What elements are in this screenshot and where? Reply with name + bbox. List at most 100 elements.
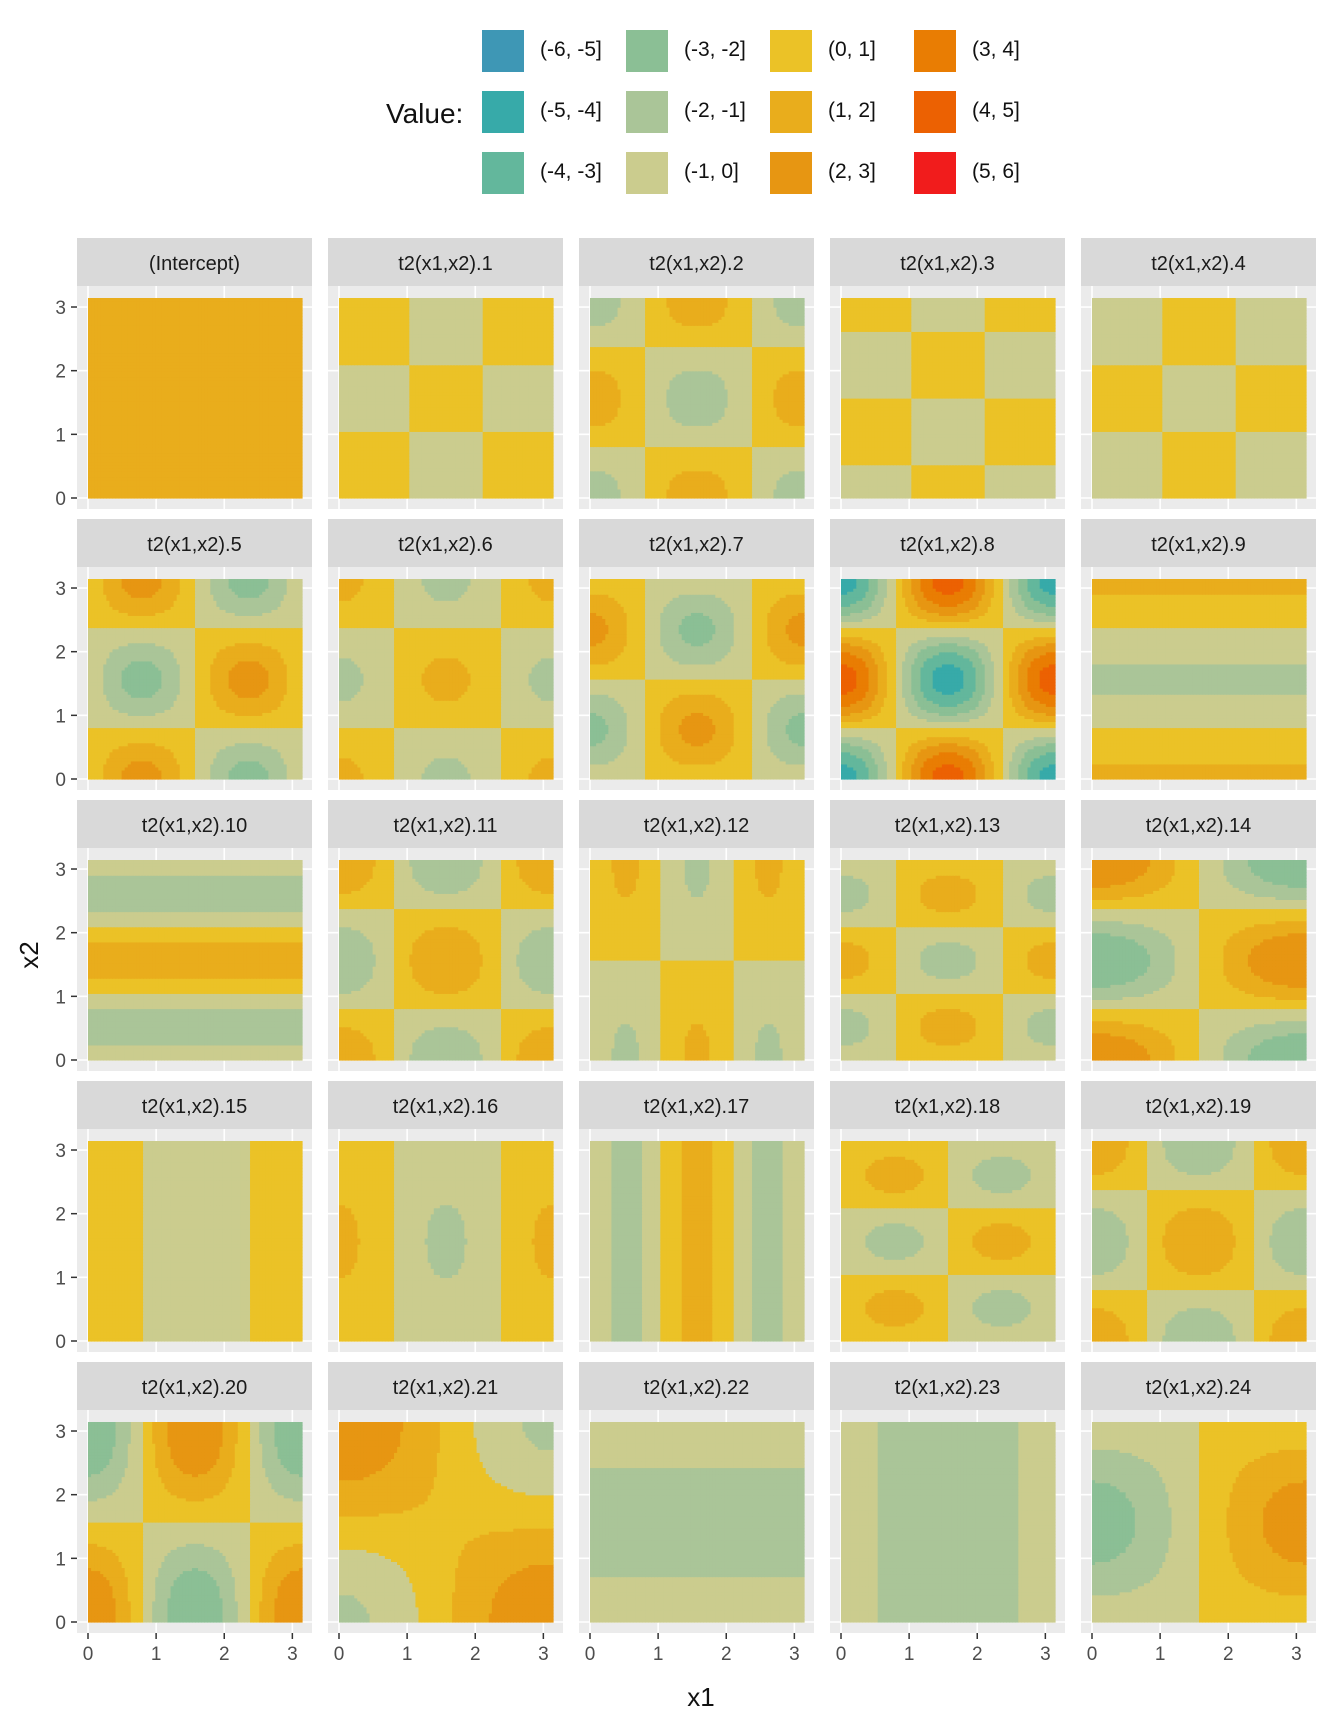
y-tick-label: 2 xyxy=(55,924,66,945)
x-axis-label: x1 xyxy=(687,1682,714,1712)
facet-title: t2(x1,x2).24 xyxy=(1146,1377,1252,1399)
facet-panel: t2(x1,x2).3 xyxy=(830,238,1065,509)
facet-panel: t2(x1,x2).7 xyxy=(579,519,814,790)
facet-title: t2(x1,x2).11 xyxy=(393,815,497,837)
facet-title: t2(x1,x2).19 xyxy=(1146,1096,1252,1118)
facet-panel: t2(x1,x2).8 xyxy=(830,519,1065,790)
contour-fill xyxy=(88,1141,303,1342)
facet-panel: t2(x1,x2).13 xyxy=(830,800,1065,1071)
y-tick-label: 0 xyxy=(55,489,66,510)
x-tick-label: 0 xyxy=(334,1644,345,1665)
x-tick-label: 3 xyxy=(1040,1644,1051,1665)
contour-fill xyxy=(841,860,1056,1061)
facet-title: t2(x1,x2).15 xyxy=(142,1096,248,1118)
facet-panel: (Intercept) 0 1 2 3 xyxy=(55,238,312,510)
x-tick-label: 2 xyxy=(470,1644,481,1665)
y-tick-label: 0 xyxy=(55,770,66,791)
x-tick-label: 1 xyxy=(402,1644,413,1665)
facet-title: t2(x1,x2).14 xyxy=(1146,815,1252,837)
x-tick-label: 3 xyxy=(789,1644,800,1665)
x-tick-label: 2 xyxy=(219,1644,230,1665)
facet-panel: t2(x1,x2).4 xyxy=(1081,238,1316,509)
contour-fill xyxy=(590,579,805,780)
facet-title: t2(x1,x2).8 xyxy=(900,534,994,556)
facet-title: t2(x1,x2).17 xyxy=(644,1096,750,1118)
x-tick-label: 0 xyxy=(836,1644,847,1665)
facet-title: t2(x1,x2).16 xyxy=(393,1096,499,1118)
facet-panel: t2(x1,x2).16 xyxy=(328,1081,563,1352)
y-tick-label: 2 xyxy=(55,1205,66,1226)
facet-panel: t2(x1,x2).11 xyxy=(328,800,563,1071)
facet-panel: t2(x1,x2).21 0 1 2 3 xyxy=(328,1362,563,1665)
y-tick-label: 0 xyxy=(55,1332,66,1353)
x-tick-label: 3 xyxy=(538,1644,549,1665)
contour-fill xyxy=(590,860,805,1061)
x-tick-label: 1 xyxy=(151,1644,162,1665)
facet-title: t2(x1,x2).4 xyxy=(1151,253,1245,275)
facet-panel: t2(x1,x2).2 xyxy=(579,238,814,509)
x-tick-label: 1 xyxy=(1155,1644,1166,1665)
x-tick-label: 1 xyxy=(653,1644,664,1665)
y-axis-label: x2 xyxy=(14,941,44,968)
facet-title: t2(x1,x2).3 xyxy=(900,253,994,275)
y-tick-label: 3 xyxy=(55,579,66,600)
contour-fill xyxy=(339,1141,554,1342)
contour-fill xyxy=(841,579,1056,780)
facet-panel: t2(x1,x2).6 xyxy=(328,519,563,790)
contour-fill xyxy=(1092,579,1307,780)
contour-fill xyxy=(88,298,303,499)
y-tick-label: 1 xyxy=(55,425,66,446)
x-tick-label: 3 xyxy=(287,1644,298,1665)
facet-title: t2(x1,x2).9 xyxy=(1151,534,1245,556)
x-tick-label: 0 xyxy=(585,1644,596,1665)
x-tick-label: 3 xyxy=(1291,1644,1302,1665)
contour-fill xyxy=(590,1422,805,1623)
contour-fill xyxy=(88,860,303,1061)
facet-title: t2(x1,x2).7 xyxy=(649,534,743,556)
y-tick-label: 3 xyxy=(55,298,66,319)
x-tick-label: 0 xyxy=(1087,1644,1098,1665)
contour-fill xyxy=(339,1422,554,1623)
contour-fill xyxy=(88,579,303,780)
y-tick-label: 2 xyxy=(55,362,66,383)
facet-panel: t2(x1,x2).9 xyxy=(1081,519,1316,790)
y-tick-label: 1 xyxy=(55,1549,66,1570)
facet-panel: t2(x1,x2).17 xyxy=(579,1081,814,1352)
facet-title: t2(x1,x2).6 xyxy=(398,534,492,556)
facet-title: t2(x1,x2).21 xyxy=(393,1377,499,1399)
facet-title: t2(x1,x2).23 xyxy=(895,1377,1001,1399)
facet-panel: t2(x1,x2).19 xyxy=(1081,1081,1316,1352)
y-tick-label: 2 xyxy=(55,1486,66,1507)
contour-fill xyxy=(841,1141,1056,1342)
facet-title: t2(x1,x2).22 xyxy=(644,1377,750,1399)
contour-fill xyxy=(841,1422,1056,1623)
facet-panel: t2(x1,x2).1 xyxy=(328,238,563,509)
facet-panel: t2(x1,x2).14 xyxy=(1081,800,1316,1071)
facet-panel: t2(x1,x2).23 0 1 2 3 xyxy=(830,1362,1065,1665)
facet-title: t2(x1,x2).2 xyxy=(649,253,743,275)
x-tick-label: 2 xyxy=(1223,1644,1234,1665)
facet-panel: t2(x1,x2).12 xyxy=(579,800,814,1071)
y-tick-label: 0 xyxy=(55,1051,66,1072)
y-tick-label: 1 xyxy=(55,987,66,1008)
x-tick-label: 2 xyxy=(972,1644,983,1665)
facet-title: (Intercept) xyxy=(149,253,240,275)
x-tick-label: 1 xyxy=(904,1644,915,1665)
contour-fill xyxy=(1092,298,1307,499)
facet-panel: t2(x1,x2).24 0 1 2 3 xyxy=(1081,1362,1316,1665)
facet-title: t2(x1,x2).13 xyxy=(895,815,1001,837)
contour-fill xyxy=(1092,1141,1307,1342)
contour-fill xyxy=(1092,1422,1307,1623)
facet-title: t2(x1,x2).20 xyxy=(142,1377,248,1399)
contour-fill xyxy=(339,579,554,780)
facet-title: t2(x1,x2).1 xyxy=(398,253,492,275)
contour-fill xyxy=(1092,860,1307,1061)
contour-fill xyxy=(841,298,1056,499)
y-tick-label: 1 xyxy=(55,706,66,727)
contour-fill xyxy=(88,1422,303,1623)
